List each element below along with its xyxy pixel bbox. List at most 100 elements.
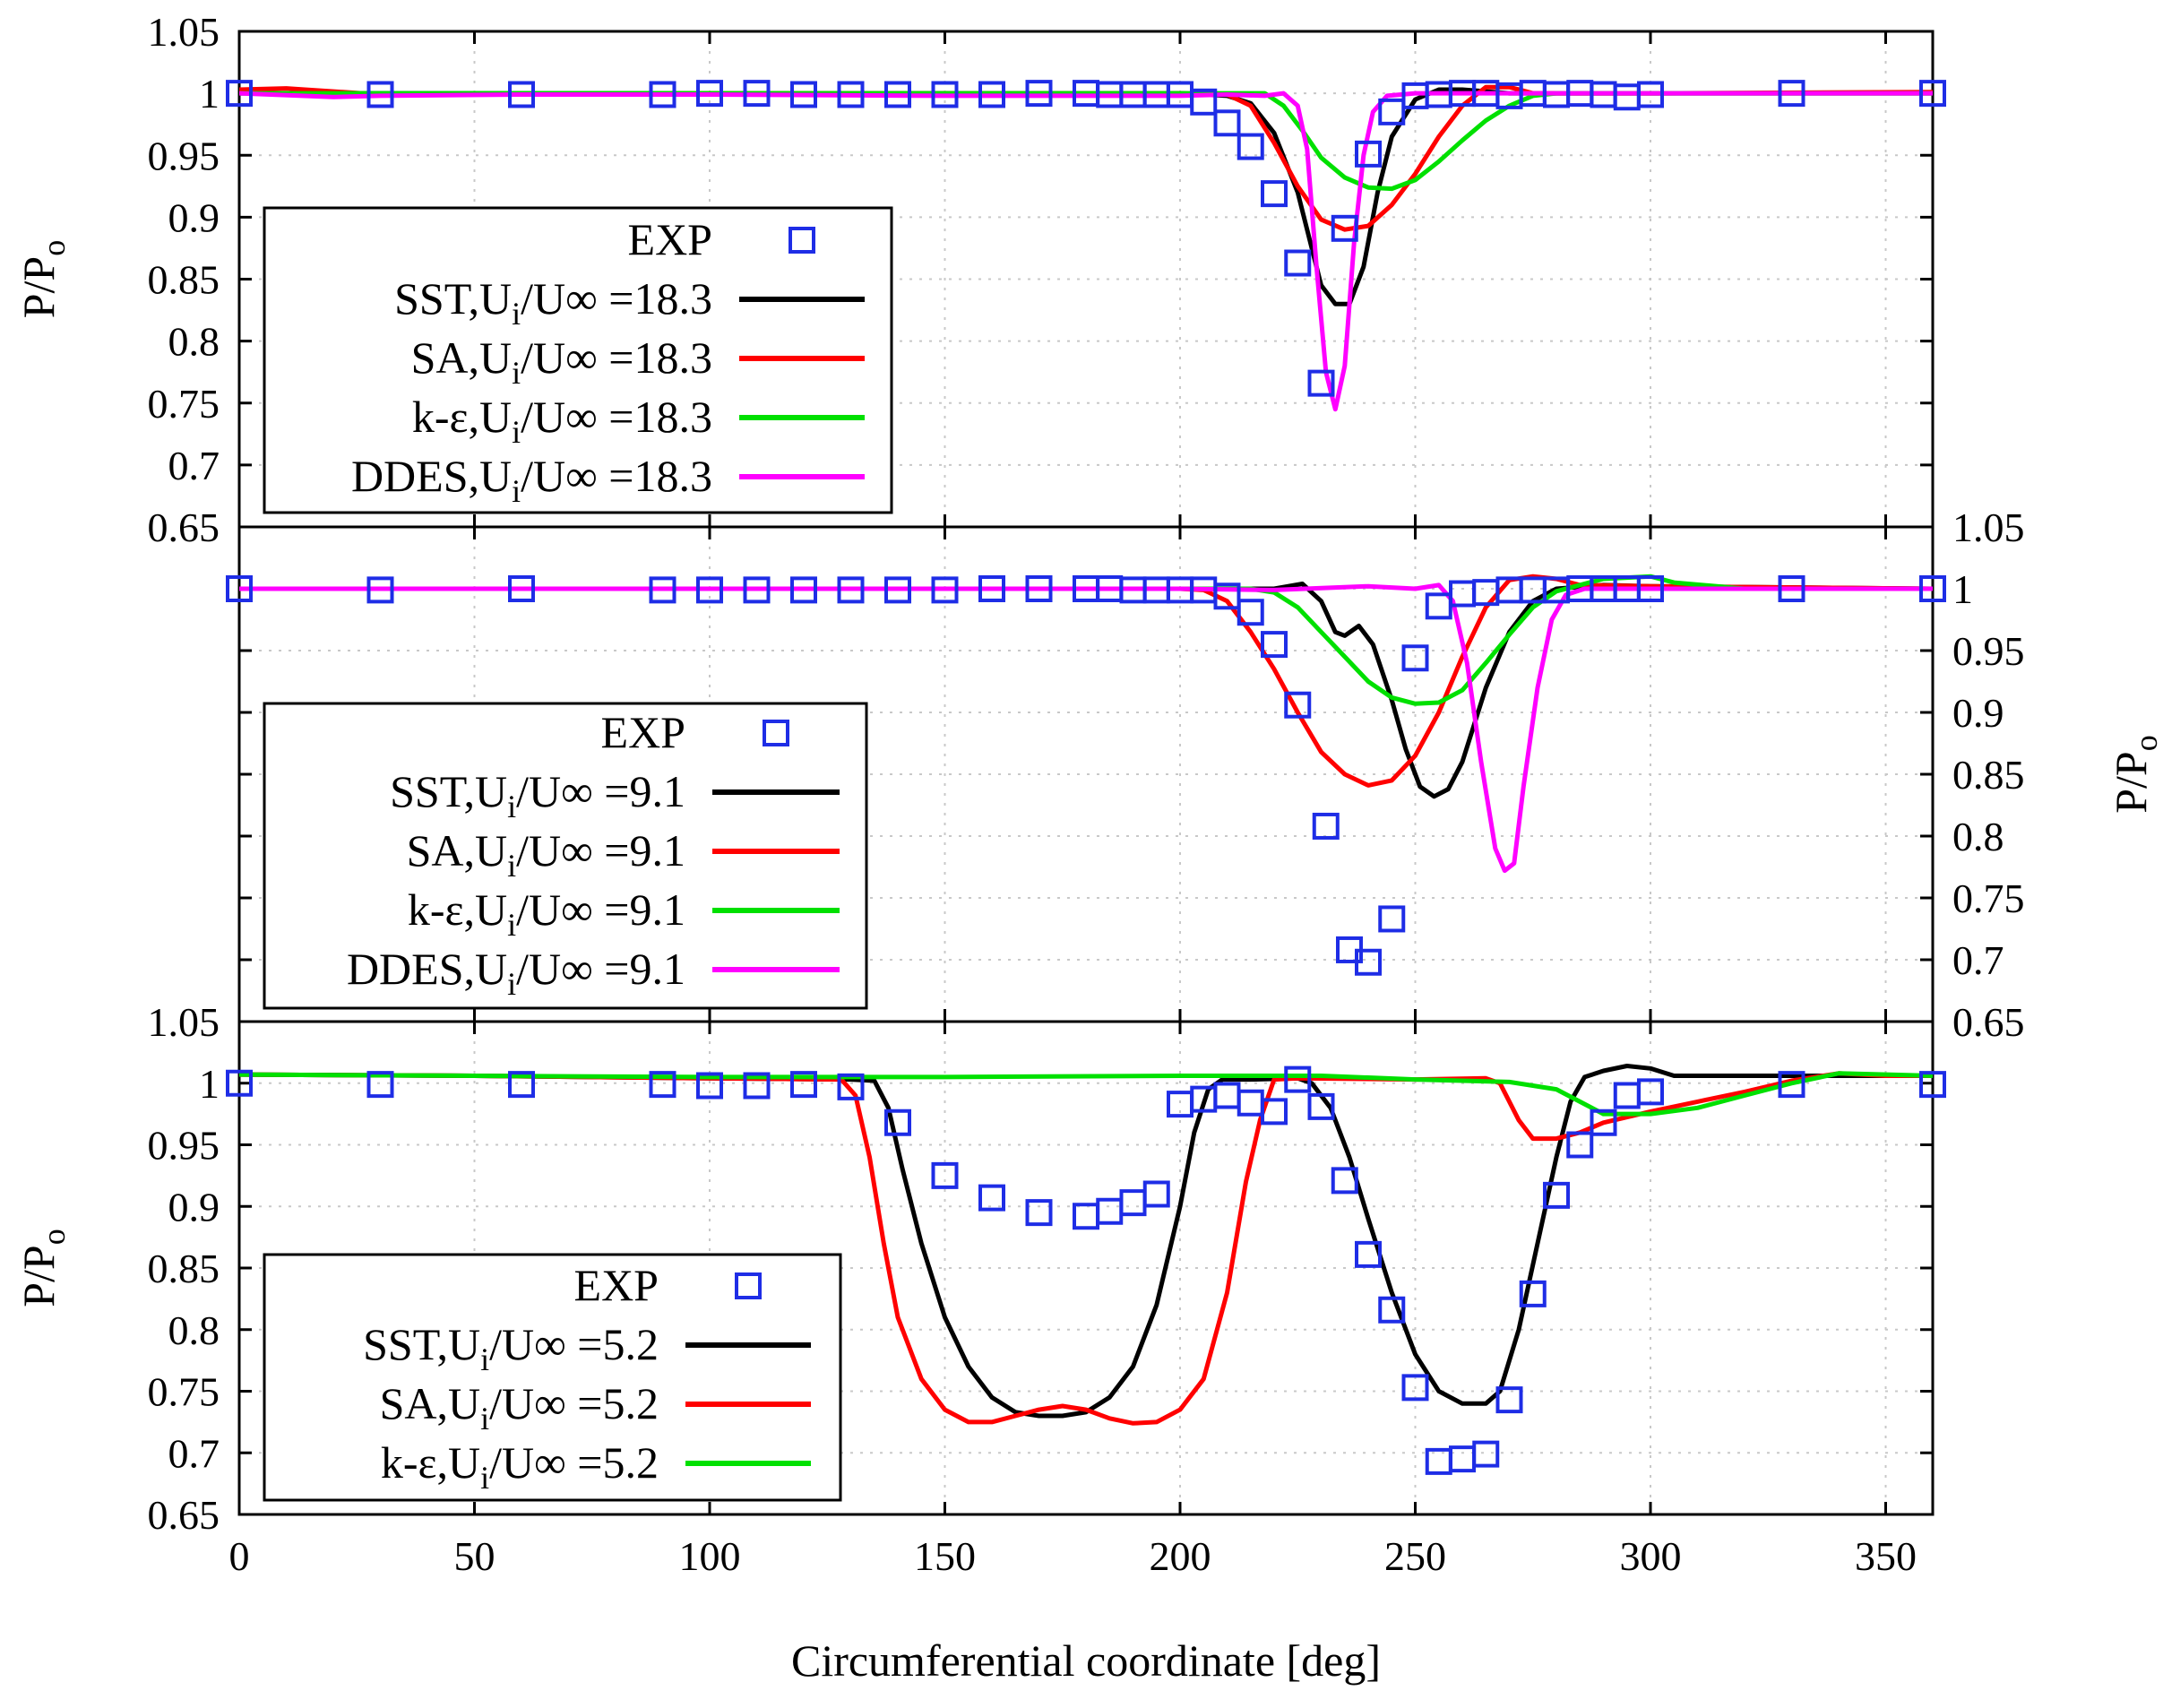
exp-marker <box>743 80 771 108</box>
exp-marker <box>366 576 394 604</box>
series-line-ddesu <box>239 91 1933 412</box>
exp-marker <box>366 1071 394 1099</box>
exp-marker <box>1237 1089 1264 1117</box>
exp-marker <box>1425 1447 1452 1475</box>
exp-marker <box>1213 1082 1241 1109</box>
exp-marker <box>1637 1078 1664 1106</box>
exp-marker <box>1261 180 1288 208</box>
legend-label: k-ε,Ui/U∞ =18.3 <box>412 392 712 450</box>
exp-marker <box>790 1071 817 1099</box>
exp-marker <box>1778 575 1805 602</box>
exp-marker <box>1190 88 1218 116</box>
y-tick-label: 0.9 <box>168 1184 220 1229</box>
exp-marker <box>1073 1203 1099 1230</box>
exp-marker <box>1025 575 1053 602</box>
exp-marker <box>1449 1445 1476 1473</box>
exp-marker <box>1355 140 1382 168</box>
y-tick-label: 0.65 <box>1952 999 2025 1045</box>
exp-marker <box>837 81 865 108</box>
exp-marker <box>1261 1098 1288 1126</box>
series-line-ku <box>239 91 1933 192</box>
y-tick-label: 1.05 <box>148 999 220 1045</box>
exp-marker <box>1307 369 1335 397</box>
legend: EXP SST,Ui/U∞ =5.2SA,Ui/U∞ =5.2k-ε,Ui/U∞ … <box>263 1253 842 1502</box>
y-tick-label: 0.75 <box>1952 876 2025 921</box>
legend-label: SA,Ui/U∞ =5.2 <box>380 1378 659 1436</box>
exp-marker <box>1284 1065 1312 1093</box>
y-tick-label: 0.75 <box>148 1369 220 1415</box>
exp-marker <box>508 575 535 602</box>
exp-marker <box>978 81 1005 108</box>
exp-marker <box>1355 948 1382 976</box>
y-tick-label: 0.95 <box>148 1123 220 1169</box>
legend-label: DDES,Ui/U∞ =9.1 <box>347 944 685 1002</box>
exp-marker <box>1213 109 1241 137</box>
exp-marker <box>1307 1092 1335 1120</box>
legend-label: EXP <box>601 707 685 757</box>
legend-box <box>263 1253 842 1502</box>
y-tick-label: 0.95 <box>148 133 220 178</box>
exp-marker <box>931 1161 959 1189</box>
exp-marker <box>508 1071 535 1099</box>
series-line-ku <box>239 1071 1933 1117</box>
legend-label: EXP <box>574 1260 659 1310</box>
y-tick-label: 0.9 <box>168 194 220 240</box>
exp-marker <box>978 575 1005 602</box>
legend: EXP SST,Ui/U∞ =18.3SA,Ui/U∞ =18.3k-ε,Ui/U… <box>263 206 893 514</box>
exp-marker <box>837 576 865 604</box>
exp-marker <box>1312 812 1340 840</box>
exp-marker <box>1401 644 1429 672</box>
y-tick-label: 0.95 <box>1952 628 2025 674</box>
exp-marker <box>1119 1189 1147 1217</box>
exp-marker <box>884 576 911 604</box>
x-tick-label: 350 <box>1855 1533 1917 1579</box>
exp-marker <box>1472 1440 1500 1468</box>
exp-marker <box>226 1069 253 1097</box>
exp-marker <box>743 576 771 604</box>
y-tick-label: 0.8 <box>1952 814 2004 859</box>
y-tick-label: 0.7 <box>168 1430 220 1476</box>
exp-marker <box>1025 1199 1053 1227</box>
exp-marker <box>1237 599 1264 626</box>
exp-marker <box>1590 1108 1617 1136</box>
exp-marker <box>1378 905 1406 933</box>
exp-marker <box>226 575 253 602</box>
y-axis-label: P/Po <box>13 1229 72 1307</box>
y-tick-label: 0.8 <box>168 1307 220 1353</box>
exp-marker <box>1284 249 1312 277</box>
exp-marker <box>1613 1082 1641 1109</box>
x-tick-label: 200 <box>1150 1533 1211 1579</box>
exp-marker <box>837 1073 865 1100</box>
y-tick-label: 0.85 <box>148 1246 220 1291</box>
legend-label: EXP <box>628 214 712 264</box>
legend-label: SST,Ui/U∞ =5.2 <box>363 1319 659 1377</box>
exp-marker <box>743 1072 771 1100</box>
y-tick-label: 0.85 <box>148 257 220 303</box>
x-tick-label: 250 <box>1384 1533 1446 1579</box>
exp-marker <box>1637 81 1664 108</box>
exp-marker <box>790 576 817 604</box>
y-tick-label: 1.05 <box>1952 505 2025 550</box>
exp-marker <box>649 81 676 108</box>
y-axis-label: P/Po <box>13 240 72 319</box>
y-tick-label: 1 <box>199 1061 220 1107</box>
y-tick-label: 0.85 <box>1952 752 2025 798</box>
exp-marker <box>696 1072 723 1100</box>
exp-marker <box>1919 575 1946 602</box>
exp-marker <box>1637 575 1664 602</box>
exp-marker <box>884 1108 911 1136</box>
x-axis-label: Circumferential coordinate [deg] <box>791 1635 1381 1686</box>
exp-marker <box>649 576 676 604</box>
x-tick-label: 0 <box>229 1533 250 1579</box>
exp-marker <box>1378 1296 1406 1324</box>
x-tick-label: 300 <box>1620 1533 1682 1579</box>
series-line-sau <box>239 1071 1933 1426</box>
exp-marker <box>1213 582 1241 610</box>
exp-marker <box>884 81 911 108</box>
exp-marker <box>696 576 723 604</box>
legend-label: SST,Ui/U∞ =18.3 <box>394 273 712 332</box>
panel-middle: 0.65 0.7 0.75 0.8 0.85 0.9 0.95 1 1.05 P/Po EXP SST… <box>226 505 2163 1045</box>
legend-label: k-ε,Ui/U∞ =9.1 <box>408 884 685 943</box>
legend-label: SA,Ui/U∞ =18.3 <box>411 332 712 391</box>
